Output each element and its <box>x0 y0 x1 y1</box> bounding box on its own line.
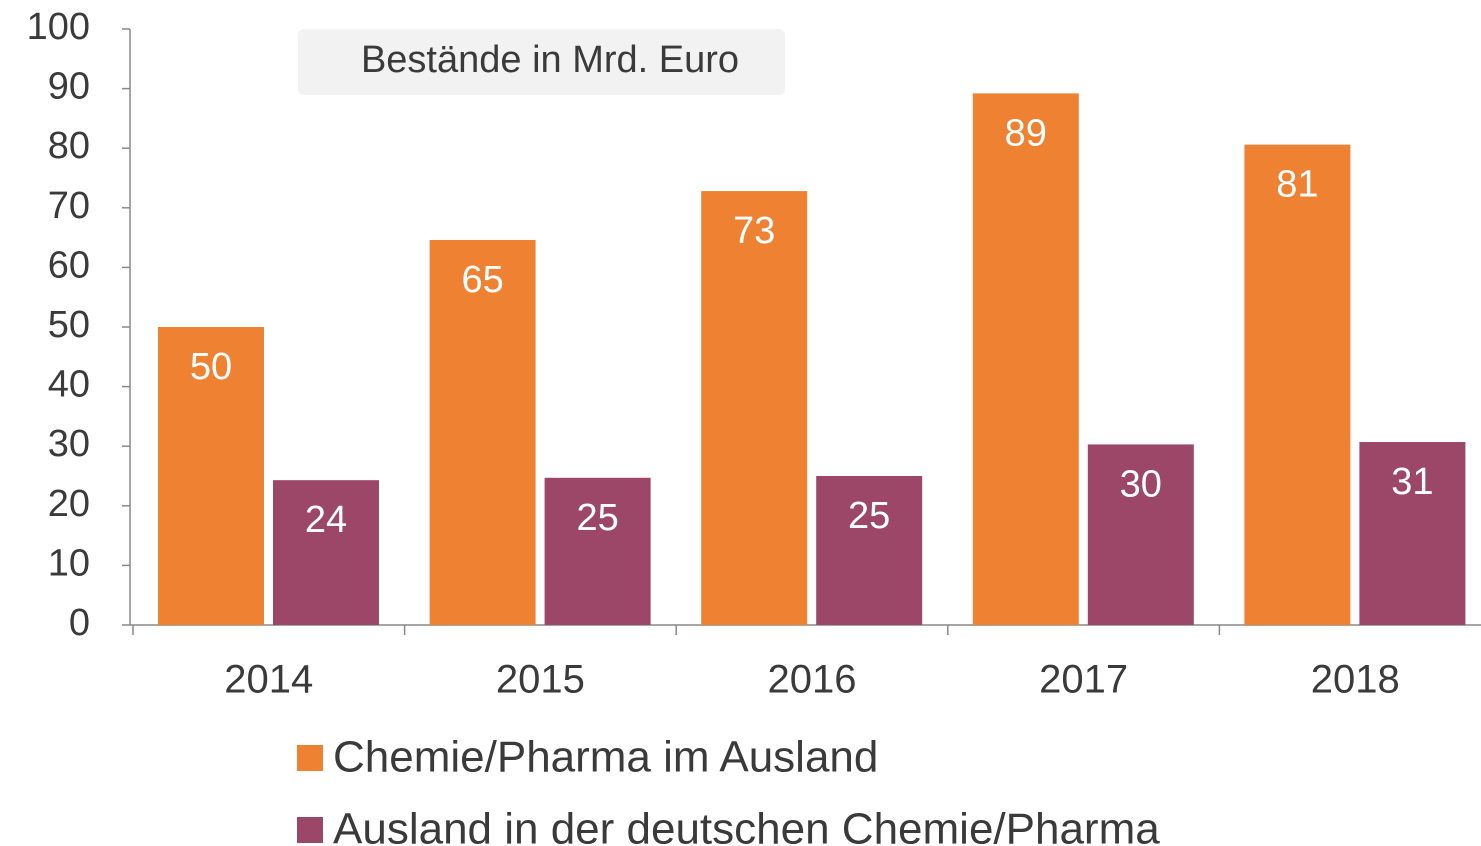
y-tick-label: 90 <box>48 66 90 108</box>
data-label: 73 <box>733 210 775 252</box>
bar <box>701 191 808 625</box>
legend-swatch <box>297 817 323 843</box>
bar <box>158 327 264 625</box>
y-tick-label: 30 <box>48 423 90 465</box>
data-label: 25 <box>848 495 890 537</box>
data-label: 81 <box>1276 164 1318 206</box>
y-tick-label: 10 <box>48 542 90 584</box>
data-label: 65 <box>461 259 503 301</box>
bar <box>429 239 536 625</box>
legend-label: Chemie/Pharma im Ausland <box>333 733 878 782</box>
y-tick-label: 40 <box>48 364 90 406</box>
y-tick-label: 80 <box>48 125 90 167</box>
bar <box>1244 144 1351 625</box>
data-label: 30 <box>1120 463 1162 505</box>
bar <box>972 93 1079 626</box>
legend-label: Ausland in der deutschen Chemie/Pharma <box>333 805 1160 846</box>
y-tick-label: 50 <box>48 304 90 346</box>
x-tick-label: 2014 <box>224 658 313 702</box>
data-label: 24 <box>305 499 347 541</box>
data-label: 89 <box>1005 112 1047 154</box>
y-tick-label: 100 <box>27 6 90 48</box>
data-label: 31 <box>1391 461 1433 503</box>
y-tick-label: 20 <box>48 483 90 525</box>
x-tick-label: 2018 <box>1311 658 1400 702</box>
bar <box>273 480 379 625</box>
y-tick-label: 70 <box>48 185 90 227</box>
legend-swatch <box>297 745 323 771</box>
annotation: Bestände in Mrd. Euro <box>361 39 739 81</box>
y-tick-label: 0 <box>69 602 90 644</box>
data-label: 25 <box>576 497 618 539</box>
x-tick-label: 2015 <box>496 658 585 702</box>
data-label: 50 <box>190 346 232 388</box>
bar <box>1087 444 1194 625</box>
x-tick-label: 2016 <box>768 658 857 702</box>
bar <box>816 476 923 625</box>
annotation-box <box>298 29 785 95</box>
y-tick-label: 60 <box>48 244 90 286</box>
bar <box>1359 442 1466 625</box>
bar <box>544 477 651 625</box>
x-tick-label: 2017 <box>1039 658 1128 702</box>
